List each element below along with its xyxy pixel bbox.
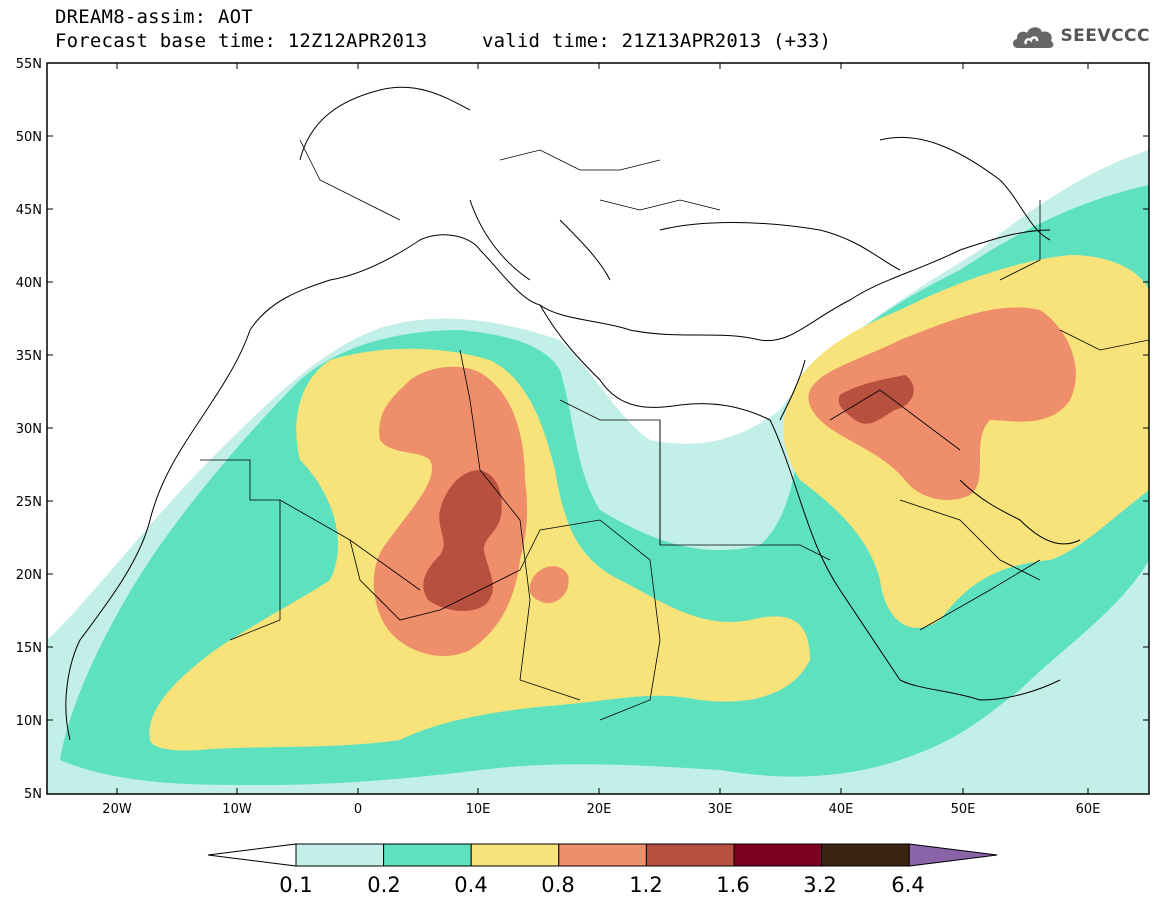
- lat-label: 15N: [16, 641, 42, 656]
- colorbar-cells: [207, 843, 998, 867]
- colorbar-label: 1.6: [716, 873, 749, 897]
- colorbar-label: 3.2: [803, 873, 836, 897]
- lat-label: 35N: [16, 349, 42, 364]
- cloud-icon: [1013, 27, 1054, 48]
- colorbar-label: 0.1: [279, 873, 312, 897]
- colorbar-cell: [733, 843, 823, 867]
- lat-label: 10N: [16, 714, 42, 729]
- aot-fields: [47, 150, 1149, 794]
- lat-label: 5N: [24, 787, 42, 802]
- colorbar-cell: [558, 843, 647, 867]
- lon-label: 30E: [708, 802, 733, 817]
- colorbar-cell: [383, 843, 472, 867]
- country-borders: [200, 139, 1149, 721]
- lon-label: 10W: [222, 802, 252, 817]
- lon-label: 40E: [829, 802, 854, 817]
- lon-label: 10E: [466, 802, 491, 817]
- seevccc-logo: SEEVCCC: [1010, 22, 1150, 50]
- colorbar-label: 1.2: [629, 873, 662, 897]
- colorbar-label: 0.2: [367, 873, 400, 897]
- colorbar-label: 6.4: [891, 873, 924, 897]
- lat-label: 20N: [16, 568, 42, 583]
- lat-labels: 55N 50N 45N 40N 35N 30N 25N 20N 15N 10N …: [16, 57, 42, 802]
- colorbar-cell: [295, 843, 385, 867]
- colorbar-max-arrow: [908, 843, 998, 867]
- lat-label: 45N: [16, 203, 42, 218]
- aot-band-1.2-west: [423, 470, 502, 612]
- aot-band-0.8-east: [808, 307, 1076, 500]
- lon-labels: 20W 10W 0 10E 20E 30E 40E 50E 60E: [102, 802, 1100, 817]
- aot-band-1.2-east: [838, 375, 914, 424]
- coastlines: [65, 86, 1081, 741]
- valid-time: valid time: 21Z13APR2013 (+33): [482, 30, 832, 52]
- colorbar-cell: [821, 843, 910, 867]
- lon-label: 60E: [1076, 802, 1101, 817]
- colorbar-cell: [470, 843, 560, 867]
- lon-label: 20W: [102, 802, 132, 817]
- axis-ticks: [47, 62, 1149, 795]
- lon-label: 20E: [587, 802, 612, 817]
- lon-label: 50E: [951, 802, 976, 817]
- lat-label: 50N: [16, 130, 42, 145]
- map-title: DREAM8-assim: AOT: [55, 6, 253, 28]
- lat-label: 30N: [16, 422, 42, 437]
- lon-label: 0: [354, 802, 362, 817]
- forecast-base-time: Forecast base time: 12Z12APR2013: [55, 30, 428, 52]
- lat-label: 40N: [16, 276, 42, 291]
- aot-band-0.1-east: [650, 447, 801, 560]
- colorbar-min-arrow: [207, 843, 297, 867]
- aot-band-0.8-small: [529, 566, 569, 604]
- colorbar-cell: [645, 843, 735, 867]
- lat-label: 25N: [16, 495, 42, 510]
- lat-label: 55N: [16, 57, 42, 72]
- colorbar-label: 0.4: [454, 873, 487, 897]
- logo-text: SEEVCCC: [1060, 26, 1150, 46]
- colorbar-labels: 0.1 0.2 0.4 0.8 1.2 1.6 3.2 6.4: [279, 873, 924, 897]
- colorbar-label: 0.8: [541, 873, 574, 897]
